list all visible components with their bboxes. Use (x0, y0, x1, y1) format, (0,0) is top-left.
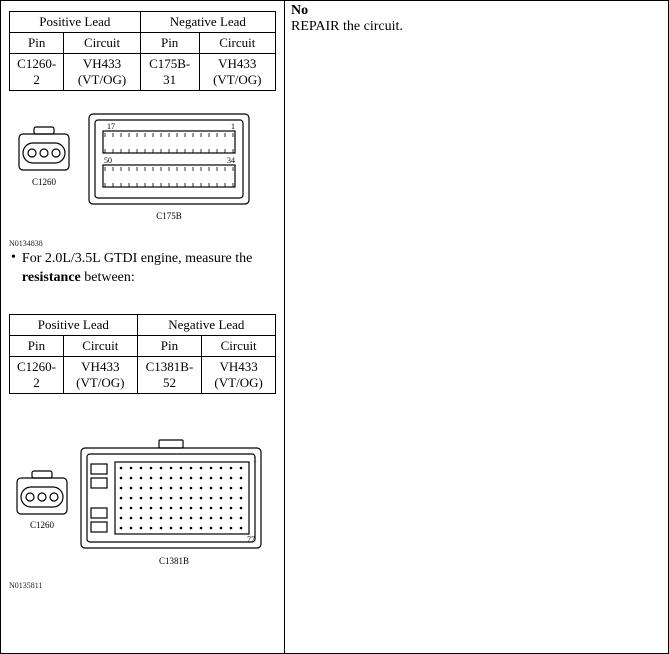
right-no-label: No (291, 3, 662, 19)
diagram1-pin17: 17 (107, 122, 115, 131)
diagram1-big-label: C175B (156, 211, 182, 221)
diagram1-pin34: 34 (227, 156, 235, 165)
diagram1-pin50: 50 (104, 156, 112, 165)
table2-neg-pin: C1381B-52 (137, 356, 202, 393)
instruction-resistance: resistance (22, 270, 81, 285)
instruction-prefix: For 2.0L/3.5L GTDI engine, measure the (22, 251, 252, 266)
instruction-bullet: • For 2.0L/3.5L GTDI engine, measure the… (9, 250, 276, 288)
table2-pos-pin: C1260-2 (10, 356, 64, 393)
lead-table-1: Positive Lead Negative Lead Pin Circuit … (9, 11, 276, 91)
table2-neg-circuit: VH433 (VT/OG) (202, 356, 276, 393)
page-container: Positive Lead Negative Lead Pin Circuit … (0, 0, 669, 654)
diagram1-ref: N0134838 (9, 239, 276, 248)
table1-neg-pin: C175B-31 (140, 54, 199, 91)
diagram2-ref: N0135811 (9, 581, 276, 590)
diagram2-pin1: 1 (253, 455, 257, 464)
table1-pos-pin: C1260-2 (10, 54, 64, 91)
table1-pos-circuit: VH433 (VT/OG) (64, 54, 140, 91)
table1-neg-hdr: Negative Lead (140, 12, 275, 33)
instruction-text: For 2.0L/3.5L GTDI engine, measure the r… (22, 250, 276, 288)
table1-pin-label-1: Pin (10, 33, 64, 54)
table1-circuit-label-2: Circuit (199, 33, 275, 54)
table2-pos-circuit: VH433 (VT/OG) (63, 356, 137, 393)
table1-neg-circuit: VH433 (VT/OG) (199, 54, 275, 91)
right-repair-text: REPAIR the circuit. (291, 19, 662, 35)
diagram2-pin77: 77 (247, 535, 255, 544)
right-column: No REPAIR the circuit. (285, 1, 668, 653)
table2-circuit-label-1: Circuit (63, 335, 137, 356)
diagram2-big-label: C1381B (159, 556, 189, 566)
connector-diagram-2: C1260 (9, 436, 276, 590)
connector-svg-2: C1260 (9, 436, 269, 581)
connector-diagram-1: C1260 (9, 99, 276, 248)
instruction-suffix: between: (81, 270, 135, 285)
table2-neg-hdr: Negative Lead (137, 314, 275, 335)
table1-pin-label-2: Pin (140, 33, 199, 54)
diagram1-pin1: 1 (231, 122, 235, 131)
bullet-icon: • (11, 250, 16, 267)
table1-pos-hdr: Positive Lead (10, 12, 141, 33)
table2-pin-label-2: Pin (137, 335, 202, 356)
table2-pos-hdr: Positive Lead (10, 314, 138, 335)
table1-circuit-label-1: Circuit (64, 33, 140, 54)
table2-circuit-label-2: Circuit (202, 335, 276, 356)
table2-pin-label-1: Pin (10, 335, 64, 356)
lead-table-2: Positive Lead Negative Lead Pin Circuit … (9, 314, 276, 394)
connector-svg-1: C1260 (9, 99, 259, 239)
diagram2-small-label: C1260 (30, 520, 55, 530)
left-column: Positive Lead Negative Lead Pin Circuit … (1, 1, 285, 653)
diagram1-small-label: C1260 (32, 177, 57, 187)
